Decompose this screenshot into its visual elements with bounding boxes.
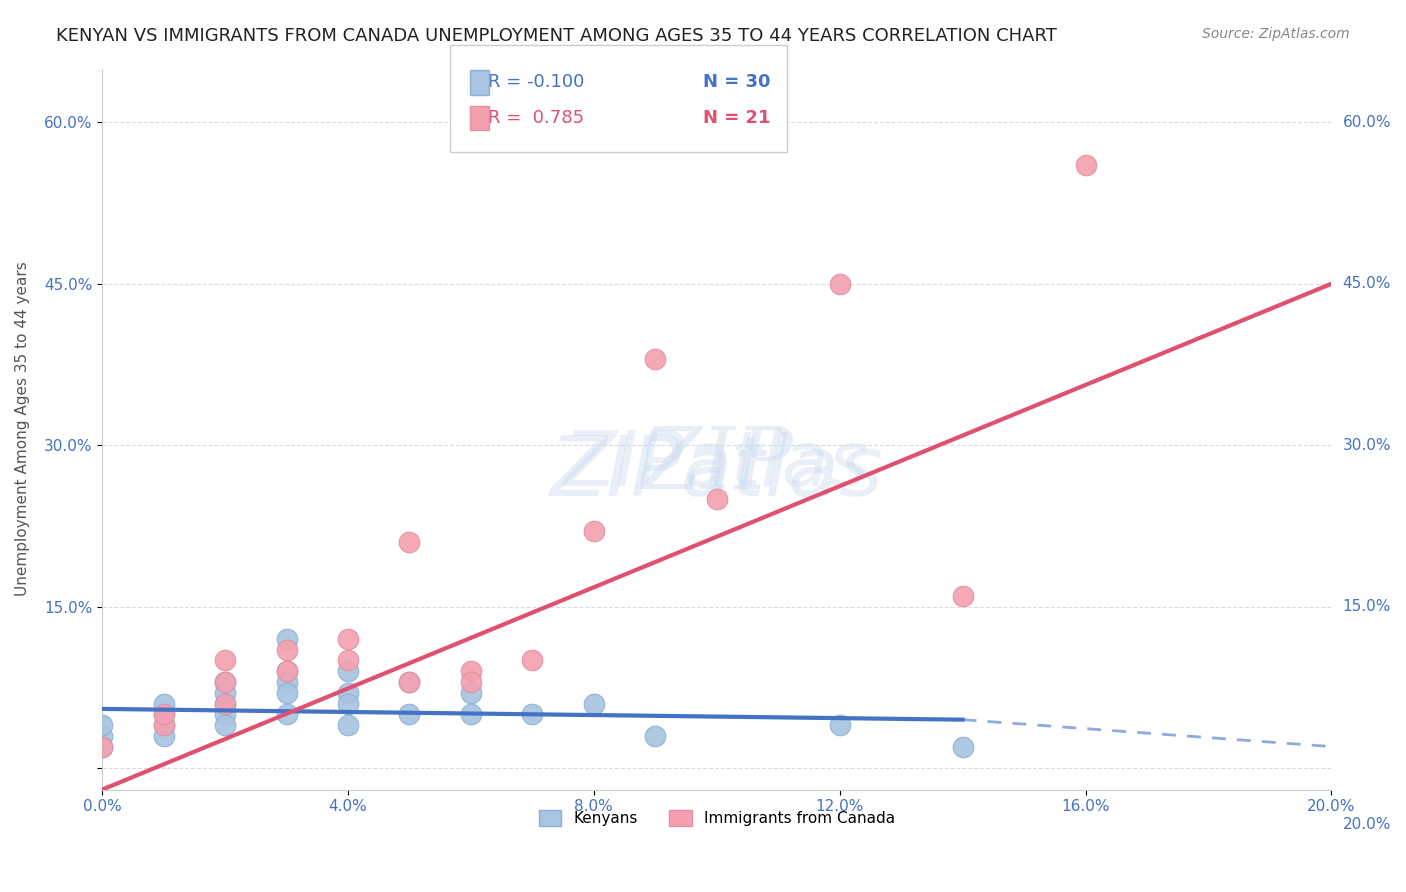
Point: [336, 632, 359, 646]
Point: [214, 697, 236, 711]
Point: [460, 686, 482, 700]
Point: [644, 352, 666, 367]
Point: [336, 665, 359, 679]
Point: [336, 686, 359, 700]
Point: [644, 729, 666, 743]
Point: [276, 686, 298, 700]
Point: [276, 665, 298, 679]
Point: [152, 718, 174, 732]
Point: [91, 729, 114, 743]
Point: [214, 686, 236, 700]
Point: [398, 675, 420, 690]
Text: N = 30: N = 30: [703, 73, 770, 91]
Text: ZIP: ZIP: [641, 424, 793, 507]
Text: ZIPatlas: ZIPatlas: [564, 428, 869, 502]
Point: [276, 707, 298, 722]
Text: 45.0%: 45.0%: [1343, 277, 1391, 292]
Point: [214, 718, 236, 732]
Point: [91, 739, 114, 754]
Point: [522, 653, 544, 667]
Text: 60.0%: 60.0%: [1343, 115, 1391, 130]
Point: [276, 665, 298, 679]
Point: [276, 642, 298, 657]
Point: [336, 697, 359, 711]
Point: [398, 535, 420, 549]
Point: [152, 707, 174, 722]
Point: [276, 675, 298, 690]
Y-axis label: Unemployment Among Ages 35 to 44 years: Unemployment Among Ages 35 to 44 years: [15, 261, 30, 597]
Text: KENYAN VS IMMIGRANTS FROM CANADA UNEMPLOYMENT AMONG AGES 35 TO 44 YEARS CORRELAT: KENYAN VS IMMIGRANTS FROM CANADA UNEMPLO…: [56, 27, 1057, 45]
Point: [460, 665, 482, 679]
Point: [952, 739, 974, 754]
Point: [460, 675, 482, 690]
Point: [336, 653, 359, 667]
Point: [152, 697, 174, 711]
Point: [706, 491, 728, 506]
Point: [152, 729, 174, 743]
Point: [336, 718, 359, 732]
Point: [828, 718, 851, 732]
Text: R = -0.100: R = -0.100: [488, 73, 585, 91]
Point: [952, 589, 974, 603]
Point: [152, 707, 174, 722]
Point: [214, 653, 236, 667]
Text: ZIPatlas: ZIPatlas: [550, 432, 883, 513]
Point: [214, 697, 236, 711]
Text: R =  0.785: R = 0.785: [488, 109, 583, 127]
Point: [91, 739, 114, 754]
Point: [398, 675, 420, 690]
Point: [460, 707, 482, 722]
Point: [214, 675, 236, 690]
Point: [398, 707, 420, 722]
Point: [1074, 158, 1097, 172]
Point: [91, 718, 114, 732]
Text: 15.0%: 15.0%: [1343, 599, 1391, 615]
Point: [214, 707, 236, 722]
Point: [276, 632, 298, 646]
Point: [582, 697, 605, 711]
Point: [582, 524, 605, 539]
Point: [152, 718, 174, 732]
Point: [214, 675, 236, 690]
Point: [522, 707, 544, 722]
Text: 30.0%: 30.0%: [1343, 438, 1391, 453]
Text: Source: ZipAtlas.com: Source: ZipAtlas.com: [1202, 27, 1350, 41]
Text: 20.0%: 20.0%: [1343, 817, 1391, 832]
Text: N = 21: N = 21: [703, 109, 770, 127]
Legend: Kenyans, Immigrants from Canada: Kenyans, Immigrants from Canada: [533, 805, 901, 832]
Point: [828, 277, 851, 291]
